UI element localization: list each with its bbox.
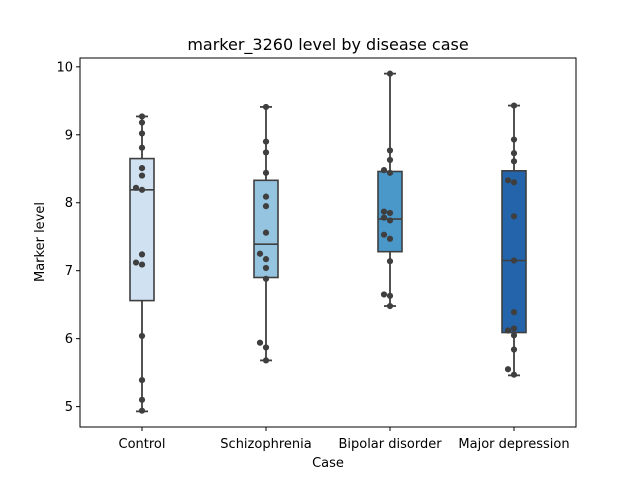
y-tick-label: 8 (65, 196, 73, 211)
data-point (262, 103, 270, 111)
data-point (138, 172, 146, 179)
data-point (138, 144, 146, 151)
plot-area (129, 70, 527, 414)
data-point (504, 366, 512, 373)
y-tick-label: 10 (56, 60, 73, 75)
data-point (256, 339, 264, 346)
data-point (262, 169, 270, 176)
data-point (138, 261, 146, 268)
data-point (138, 186, 146, 193)
swarm-group (380, 70, 394, 310)
data-point (262, 357, 270, 364)
x-tick-label: Schizophrenia (220, 437, 311, 452)
swarm-group (504, 102, 518, 378)
data-point (510, 136, 518, 143)
data-point (510, 332, 518, 339)
x-axis: Control Schizophrenia Bipolar disorder Majo… (119, 427, 570, 452)
data-point (138, 377, 146, 384)
data-point (510, 158, 518, 165)
y-axis: 5 6 7 8 9 10 (56, 60, 80, 415)
data-point (380, 167, 388, 174)
data-point (510, 325, 518, 332)
data-point (132, 259, 140, 266)
plot-frame (79, 57, 577, 428)
data-point (386, 147, 394, 154)
y-tick-label: 5 (65, 400, 73, 415)
y-tick-label: 6 (65, 332, 73, 347)
data-point (504, 177, 512, 184)
data-point (380, 214, 388, 221)
x-axis-label: Case (312, 456, 344, 471)
data-point (510, 371, 518, 378)
swarm-group (132, 113, 146, 414)
data-point (504, 327, 512, 334)
box (129, 157, 155, 302)
data-point (138, 164, 146, 172)
data-point (262, 344, 270, 351)
data-point (386, 70, 394, 77)
data-point (138, 332, 146, 340)
data-point (138, 113, 146, 120)
data-point (510, 346, 518, 353)
data-point (262, 229, 270, 236)
x-tick-label: Control (119, 437, 166, 452)
data-point (262, 203, 270, 210)
data-point (262, 138, 270, 145)
data-point (256, 250, 264, 257)
data-point (386, 169, 394, 176)
chart-title: marker_3260 level by disease case (187, 35, 468, 55)
data-point (380, 231, 388, 238)
data-point (262, 275, 270, 282)
data-point (262, 264, 270, 272)
x-tick-label: Major depression (458, 437, 569, 452)
data-point (386, 209, 394, 217)
box-group (377, 72, 403, 307)
data-point (380, 208, 388, 215)
data-point (386, 217, 394, 224)
data-point (262, 256, 270, 263)
data-point (510, 102, 518, 109)
data-point (262, 149, 270, 156)
data-point (380, 291, 388, 298)
data-point (262, 193, 270, 200)
x-tick-label: Bipolar disorder (338, 437, 442, 452)
data-point (510, 150, 518, 157)
swarm-group (256, 103, 270, 364)
box-group (501, 104, 527, 377)
data-point (138, 119, 146, 126)
data-point (138, 407, 146, 414)
y-tick-label: 7 (65, 264, 73, 279)
data-point (510, 257, 518, 264)
data-point (510, 179, 518, 186)
box (501, 170, 527, 334)
y-tick-label: 9 (65, 128, 73, 143)
y-axis-label: Marker level (33, 202, 48, 282)
box-group (129, 115, 155, 413)
data-point (386, 292, 394, 299)
data-point (510, 309, 518, 316)
data-point (138, 396, 146, 403)
data-point (386, 235, 394, 242)
data-point (138, 130, 146, 137)
data-point (386, 302, 394, 310)
data-point (138, 251, 146, 258)
data-point (386, 258, 394, 265)
data-point (510, 213, 518, 220)
data-point (386, 156, 394, 164)
data-point (132, 184, 140, 191)
